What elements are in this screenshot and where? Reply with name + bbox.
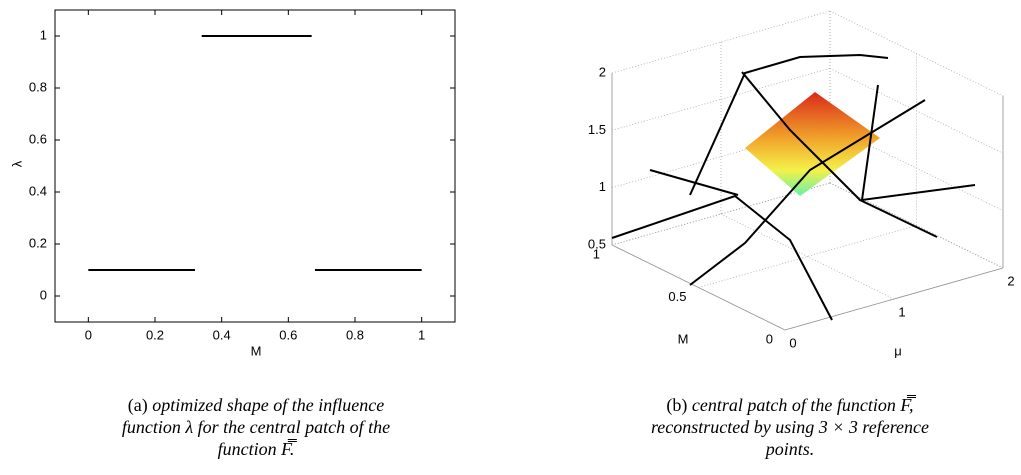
caption-line: points. [765,439,815,459]
caption-line: central patch of the function F̿, [691,395,914,415]
caption-line: function λ for the central patch of the [121,417,391,437]
x-tick-label: 0.8 [346,327,364,342]
surface-decoration [611,53,976,321]
m-axis-label: M [678,331,689,346]
plot-area [54,9,456,323]
caption-label: (b) [666,395,688,415]
x-tick-label: 0 [789,335,796,350]
y-tick-label: 0.4 [29,183,47,198]
y-axis-label: λ [9,160,24,167]
z-tick-label: 0.5 [588,236,606,251]
y-tick-label: 1 [593,246,600,261]
z-tick-label: 1 [599,179,606,194]
x-tick-label: 0.2 [146,327,164,342]
caption-label: (a) [127,395,148,415]
y-tick-label: 0.8 [29,79,47,94]
grid-line [720,213,895,300]
x-tick-label: 2 [1007,273,1014,288]
y-tick-label: 1 [40,27,47,42]
x-tick-label: 1 [898,304,905,319]
caption-b: (b) central patch of the function F̿, re… [560,394,1020,460]
y-tick-label: 0.5 [668,289,686,304]
caption-line: reconstructed by using 3 × 3 reference [650,417,930,437]
caption-a: (a) optimized shape of the influence fun… [26,394,486,460]
caption-line: optimized shape of the influence [152,395,385,415]
line-series [88,35,422,271]
x-tick-label: 0.4 [213,327,231,342]
x-tick-label: 1 [418,327,425,342]
y-tick-label: 0 [766,331,773,346]
mu-axis-label: μ [894,343,902,358]
z-tick-label: 2 [599,64,606,79]
caption-line: function F̿. [217,439,295,459]
x-axis-label: M [251,343,262,358]
x-tick-label: 0 [85,327,92,342]
y-tick-label: 0 [40,287,47,302]
x-tick-label: 0.6 [279,327,297,342]
y-tick-label: 0.6 [29,131,47,146]
y-tick-label: 0.2 [29,235,47,250]
z-tick-label: 1.5 [588,122,606,137]
